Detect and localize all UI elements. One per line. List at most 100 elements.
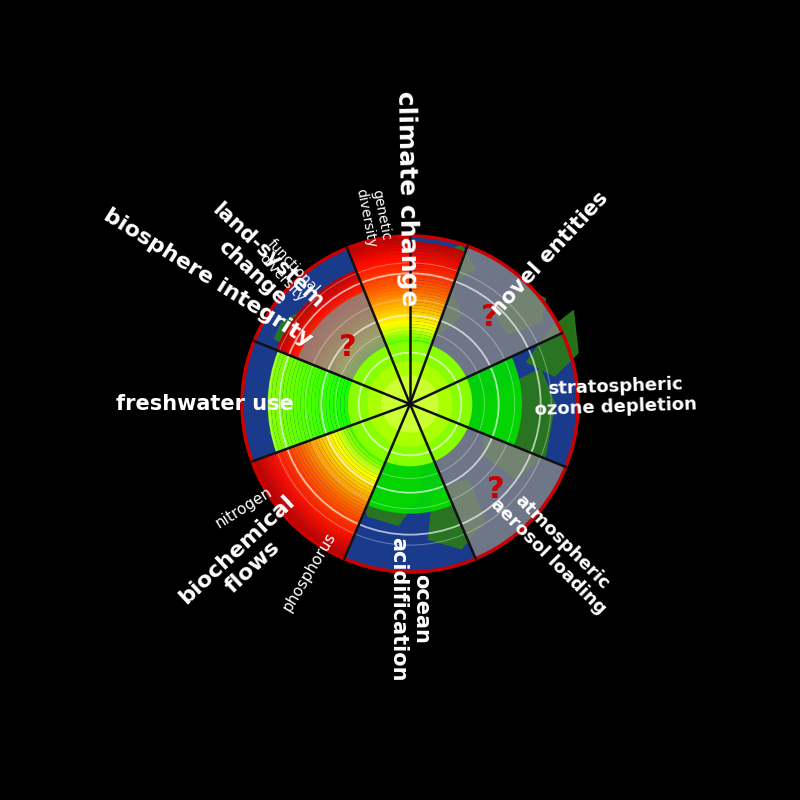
Wedge shape	[378, 319, 410, 329]
Polygon shape	[352, 439, 422, 526]
Wedge shape	[375, 311, 442, 321]
Wedge shape	[311, 367, 322, 438]
Wedge shape	[384, 334, 434, 342]
Wedge shape	[304, 364, 315, 440]
Wedge shape	[369, 293, 410, 304]
Wedge shape	[380, 323, 410, 332]
Wedge shape	[281, 275, 359, 353]
Wedge shape	[377, 314, 441, 324]
Wedge shape	[288, 282, 362, 356]
Wedge shape	[358, 422, 390, 454]
Wedge shape	[346, 426, 385, 466]
Wedge shape	[306, 441, 368, 506]
Wedge shape	[382, 327, 436, 336]
Wedge shape	[278, 354, 291, 449]
Wedge shape	[354, 254, 461, 268]
Wedge shape	[386, 339, 410, 347]
Wedge shape	[360, 270, 410, 282]
Wedge shape	[350, 245, 464, 259]
Wedge shape	[299, 443, 366, 512]
Polygon shape	[274, 306, 322, 353]
Text: land-system
change: land-system change	[192, 199, 327, 329]
Wedge shape	[372, 303, 410, 314]
Wedge shape	[325, 434, 376, 488]
Wedge shape	[322, 371, 332, 434]
Wedge shape	[430, 423, 566, 558]
Wedge shape	[308, 302, 370, 364]
Wedge shape	[315, 438, 372, 497]
Wedge shape	[382, 330, 410, 338]
Wedge shape	[330, 324, 378, 373]
Circle shape	[242, 236, 578, 572]
Wedge shape	[290, 446, 362, 522]
Wedge shape	[356, 261, 459, 274]
Wedge shape	[370, 297, 410, 307]
Wedge shape	[330, 374, 338, 431]
Wedge shape	[372, 302, 445, 312]
Wedge shape	[351, 246, 410, 262]
Wedge shape	[290, 285, 362, 357]
Wedge shape	[381, 326, 410, 335]
Wedge shape	[382, 330, 435, 338]
Polygon shape	[480, 369, 554, 478]
Wedge shape	[297, 444, 364, 515]
Wedge shape	[340, 428, 382, 473]
Wedge shape	[356, 260, 410, 274]
Wedge shape	[350, 243, 410, 258]
Wedge shape	[318, 436, 373, 494]
Wedge shape	[374, 310, 410, 319]
Polygon shape	[429, 478, 485, 549]
Wedge shape	[290, 359, 302, 446]
Wedge shape	[318, 370, 329, 435]
Text: ?: ?	[338, 334, 356, 362]
Wedge shape	[343, 427, 383, 470]
Wedge shape	[353, 346, 388, 382]
Wedge shape	[351, 382, 359, 424]
Wedge shape	[355, 257, 410, 270]
Text: ?: ?	[486, 475, 504, 504]
Text: ?: ?	[482, 303, 499, 333]
Circle shape	[349, 342, 472, 466]
Circle shape	[382, 376, 438, 432]
Wedge shape	[327, 433, 377, 485]
Wedge shape	[323, 317, 376, 370]
Wedge shape	[309, 440, 370, 503]
Wedge shape	[271, 352, 285, 451]
Wedge shape	[330, 432, 378, 482]
Wedge shape	[341, 378, 349, 428]
Wedge shape	[337, 377, 346, 429]
Text: biosphere integrity: biosphere integrity	[100, 206, 316, 350]
Wedge shape	[390, 350, 429, 357]
Wedge shape	[366, 286, 410, 298]
Wedge shape	[301, 294, 366, 361]
Wedge shape	[276, 270, 357, 351]
Wedge shape	[386, 340, 432, 347]
Wedge shape	[353, 251, 462, 266]
Wedge shape	[345, 339, 385, 378]
Wedge shape	[355, 349, 389, 382]
Text: stratospheric
ozone depletion: stratospheric ozone depletion	[534, 374, 697, 419]
Wedge shape	[281, 450, 358, 530]
Wedge shape	[259, 458, 349, 552]
Text: phosphorus: phosphorus	[279, 530, 338, 614]
Wedge shape	[275, 354, 288, 450]
Wedge shape	[347, 342, 386, 380]
Wedge shape	[366, 286, 450, 298]
Wedge shape	[284, 449, 359, 527]
Wedge shape	[315, 310, 373, 366]
Wedge shape	[358, 263, 410, 277]
Text: ocean
acidification: ocean acidification	[389, 537, 432, 682]
Wedge shape	[355, 258, 460, 271]
Wedge shape	[266, 455, 351, 546]
Wedge shape	[367, 290, 410, 301]
Wedge shape	[367, 451, 453, 514]
Polygon shape	[492, 287, 546, 334]
Circle shape	[368, 362, 452, 446]
Wedge shape	[286, 358, 298, 446]
Wedge shape	[457, 357, 522, 446]
Wedge shape	[269, 454, 353, 542]
Wedge shape	[358, 351, 390, 384]
Wedge shape	[271, 454, 354, 539]
Wedge shape	[338, 332, 382, 376]
Wedge shape	[358, 266, 410, 280]
